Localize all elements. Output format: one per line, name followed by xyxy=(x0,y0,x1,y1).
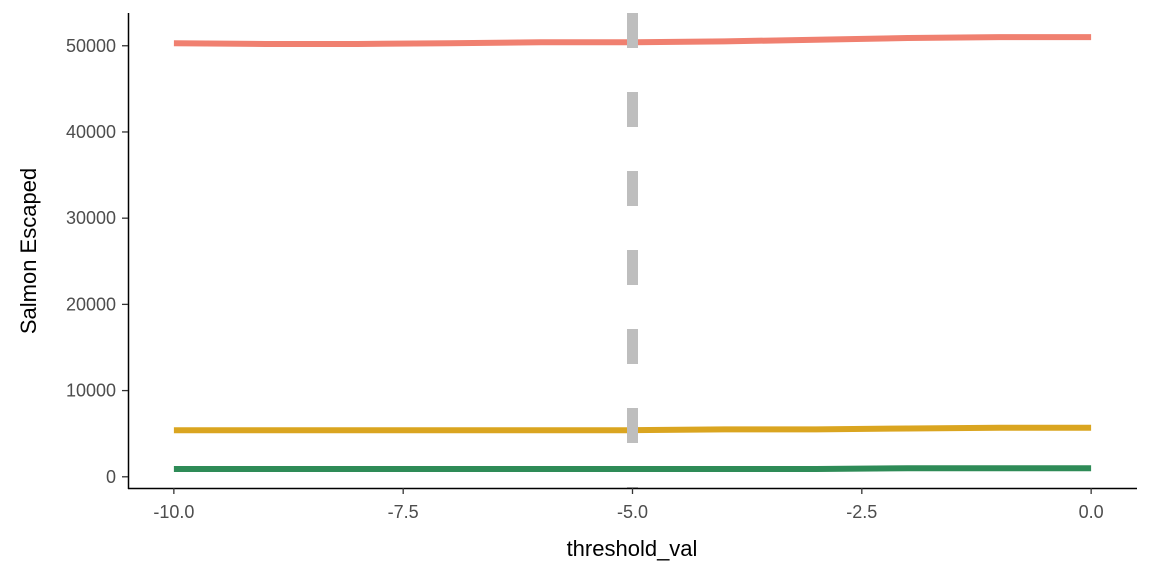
y-tick-label: 20000 xyxy=(66,294,116,314)
x-tick-label: -7.5 xyxy=(388,502,419,522)
x-tick-label: -10.0 xyxy=(153,502,194,522)
y-axis-title: Salmon Escaped xyxy=(16,168,41,334)
x-axis-title: threshold_val xyxy=(567,536,698,561)
y-tick-label: 30000 xyxy=(66,208,116,228)
y-tick-label: 10000 xyxy=(66,381,116,401)
series-line-3 xyxy=(173,465,1092,472)
y-tick-label: 40000 xyxy=(66,122,116,142)
y-tick-label: 0 xyxy=(106,467,116,487)
ticks-layer: -10.0 -7.5 -5.0 -2.5 0.0 0 10000 20000 30000 4000… xyxy=(66,36,1104,522)
x-tick-label: -2.5 xyxy=(846,502,877,522)
y-tick-label: 50000 xyxy=(66,36,116,56)
x-tick-label: 0.0 xyxy=(1079,502,1104,522)
x-tick-label: -5.0 xyxy=(617,502,648,522)
